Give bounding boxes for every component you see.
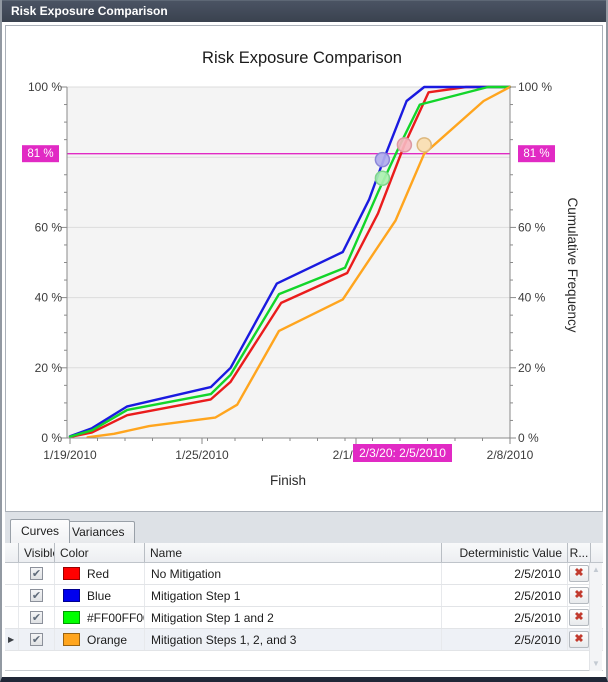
color-swatch	[63, 611, 80, 624]
remove-cell: ✖	[568, 607, 591, 628]
table-row[interactable]: ✔ #FF00FF00 Mitigation Step 1 and 2 2/5/…	[5, 607, 603, 629]
table-header: Visible Color Name Deterministic Value R…	[5, 543, 603, 563]
delete-icon: ✖	[574, 633, 584, 645]
table-row[interactable]: ✔ Red No Mitigation 2/5/2010 ✖	[5, 563, 603, 585]
color-cell[interactable]: Orange	[55, 629, 145, 650]
color-name: #FF00FF00	[87, 610, 145, 625]
svg-text:Cumulative Frequency: Cumulative Frequency	[565, 197, 580, 332]
svg-text:20 %: 20 %	[518, 361, 546, 375]
scroll-down-icon[interactable]: ▼	[592, 659, 600, 668]
svg-text:60 %: 60 %	[35, 220, 63, 234]
svg-text:60 %: 60 %	[518, 220, 546, 234]
curves-table: Visible Color Name Deterministic Value R…	[5, 543, 603, 671]
color-cell[interactable]: Red	[55, 563, 145, 584]
remove-curve-button[interactable]: ✖	[569, 565, 589, 582]
scroll-up-icon[interactable]: ▲	[592, 565, 600, 574]
remove-cell: ✖	[568, 629, 591, 650]
svg-text:Risk Exposure Comparison: Risk Exposure Comparison	[202, 49, 402, 67]
svg-text:100 %: 100 %	[518, 80, 552, 94]
color-name: Red	[87, 566, 110, 581]
tabstrip: Curves Variances	[5, 512, 603, 543]
chart-panel: 0 % 0 % 20 % 20 % 40 % 40 % 60 % 60 % 100 % 100 %…	[5, 25, 603, 512]
header-remove[interactable]: R...	[568, 543, 591, 562]
svg-text:81 %: 81 %	[27, 148, 53, 160]
visible-cell: ✔	[19, 563, 55, 584]
header-visible[interactable]: Visible	[19, 543, 55, 562]
visible-checkbox[interactable]: ✔	[30, 611, 43, 624]
deterministic-value[interactable]: 2/5/2010	[442, 607, 568, 628]
checkmark-icon: ✔	[31, 611, 42, 624]
header-deterministic-value[interactable]: Deterministic Value	[442, 543, 568, 562]
visible-cell: ✔	[19, 607, 55, 628]
row-selector[interactable]: ▶	[5, 629, 19, 650]
curve-name[interactable]: No Mitigation	[145, 563, 442, 584]
delete-icon: ✖	[574, 611, 584, 623]
remove-cell: ✖	[568, 585, 591, 606]
table-row[interactable]: ✔ Blue Mitigation Step 1 2/5/2010 ✖	[5, 585, 603, 607]
remove-cell: ✖	[568, 563, 591, 584]
deterministic-value[interactable]: 2/5/2010	[442, 563, 568, 584]
color-cell[interactable]: #FF00FF00	[55, 607, 145, 628]
tab-variances-label: Variances	[72, 525, 125, 539]
visible-checkbox[interactable]: ✔	[30, 633, 43, 646]
color-cell[interactable]: Blue	[55, 585, 145, 606]
checkmark-icon: ✔	[31, 633, 42, 646]
color-swatch	[63, 567, 80, 580]
svg-text:1/25/2010: 1/25/2010	[175, 448, 229, 462]
risk-exposure-chart[interactable]: 0 % 0 % 20 % 20 % 40 % 40 % 60 % 60 % 100 % 100 %…	[6, 26, 606, 511]
window-titlebar[interactable]: Risk Exposure Comparison	[2, 0, 606, 22]
color-name: Blue	[87, 588, 112, 603]
row-selector[interactable]	[5, 563, 19, 584]
svg-text:100 %: 100 %	[28, 80, 62, 94]
svg-text:0 %: 0 %	[518, 431, 539, 445]
remove-curve-button[interactable]: ✖	[569, 631, 589, 648]
svg-text:2/3/20: 2/5/2010: 2/3/20: 2/5/2010	[359, 446, 446, 460]
svg-text:20 %: 20 %	[35, 361, 63, 375]
visible-cell: ✔	[19, 629, 55, 650]
svg-text:Finish: Finish	[270, 473, 306, 488]
tab-curves-label: Curves	[21, 524, 60, 538]
header-row-selector	[5, 543, 19, 562]
color-name: Orange	[87, 632, 128, 647]
visible-cell: ✔	[19, 585, 55, 606]
header-color[interactable]: Color	[55, 543, 145, 562]
svg-text:40 %: 40 %	[518, 291, 546, 305]
row-selector[interactable]	[5, 607, 19, 628]
svg-text:1/19/2010: 1/19/2010	[43, 448, 97, 462]
curve-name[interactable]: Mitigation Steps 1, 2, and 3	[145, 629, 442, 650]
deterministic-value[interactable]: 2/5/2010	[442, 629, 568, 650]
remove-curve-button[interactable]: ✖	[569, 587, 589, 604]
checkmark-icon: ✔	[31, 567, 42, 580]
header-name[interactable]: Name	[145, 543, 442, 562]
svg-text:40 %: 40 %	[35, 291, 63, 305]
curve-name[interactable]: Mitigation Step 1 and 2	[145, 607, 442, 628]
tab-curves[interactable]: Curves	[10, 519, 71, 543]
remove-curve-button[interactable]: ✖	[569, 609, 589, 626]
svg-text:2/8/2010: 2/8/2010	[487, 448, 534, 462]
color-swatch	[63, 633, 80, 646]
table-scrollbar[interactable]: ▲ ▼	[589, 563, 602, 671]
row-selector[interactable]	[5, 585, 19, 606]
table-row[interactable]: ▶ ✔ Orange Mitigation Steps 1, 2, and 3 …	[5, 629, 603, 651]
svg-text:0 %: 0 %	[41, 431, 62, 445]
checkmark-icon: ✔	[31, 589, 42, 602]
curve-name[interactable]: Mitigation Step 1	[145, 585, 442, 606]
current-row-arrow-icon: ▶	[8, 635, 15, 644]
visible-checkbox[interactable]: ✔	[30, 567, 43, 580]
window-title: Risk Exposure Comparison	[11, 4, 168, 18]
visible-checkbox[interactable]: ✔	[30, 589, 43, 602]
delete-icon: ✖	[574, 589, 584, 601]
svg-text:81 %: 81 %	[523, 148, 549, 160]
tab-variances[interactable]: Variances	[61, 521, 136, 543]
delete-icon: ✖	[574, 567, 584, 579]
color-swatch	[63, 589, 80, 602]
deterministic-value[interactable]: 2/5/2010	[442, 585, 568, 606]
